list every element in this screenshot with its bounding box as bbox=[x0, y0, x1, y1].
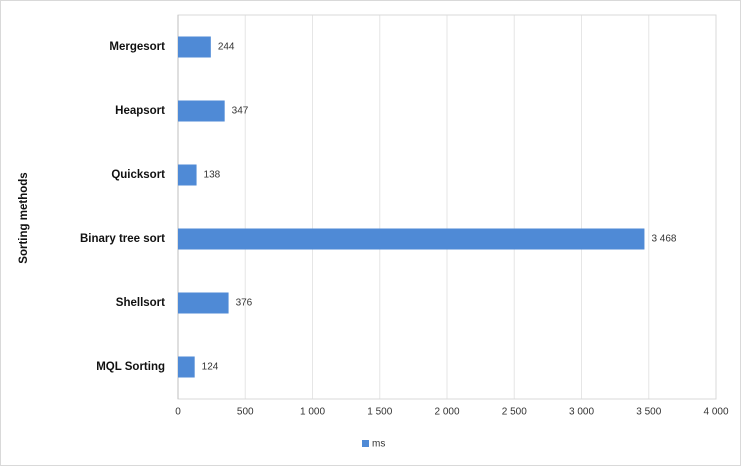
y-tick-label: Binary tree sort bbox=[80, 233, 165, 245]
x-tick-label: 0 bbox=[175, 407, 181, 418]
x-tick-label: 4 000 bbox=[703, 407, 728, 418]
x-tick-label: 2 000 bbox=[434, 407, 459, 418]
x-tick-label: 3 000 bbox=[569, 407, 594, 418]
bar bbox=[178, 164, 197, 186]
value-label: 3 468 bbox=[651, 234, 676, 245]
y-tick-label: Quicksort bbox=[111, 169, 165, 181]
value-label: 244 bbox=[218, 42, 235, 53]
bar bbox=[178, 356, 195, 378]
bar bbox=[178, 100, 225, 122]
y-tick-label: Shellsort bbox=[116, 297, 165, 309]
y-axis-title: Sorting methods bbox=[18, 172, 30, 263]
bar bbox=[178, 228, 645, 250]
value-label: 138 bbox=[204, 170, 221, 181]
x-tick-label: 2 500 bbox=[502, 407, 527, 418]
bar bbox=[178, 36, 211, 58]
y-tick-label: Heapsort bbox=[115, 105, 165, 117]
x-tick-label: 1 000 bbox=[300, 407, 325, 418]
legend-swatch bbox=[362, 440, 369, 447]
value-label: 347 bbox=[232, 106, 249, 117]
value-label: 376 bbox=[236, 298, 253, 309]
bar bbox=[178, 292, 229, 314]
x-tick-label: 3 500 bbox=[636, 407, 661, 418]
legend-label: ms bbox=[372, 439, 385, 450]
x-tick-label: 1 500 bbox=[367, 407, 392, 418]
y-tick-label: MQL Sorting bbox=[96, 361, 165, 373]
value-label: 124 bbox=[202, 362, 219, 373]
y-tick-label: Mergesort bbox=[109, 41, 165, 53]
x-tick-label: 500 bbox=[237, 407, 254, 418]
